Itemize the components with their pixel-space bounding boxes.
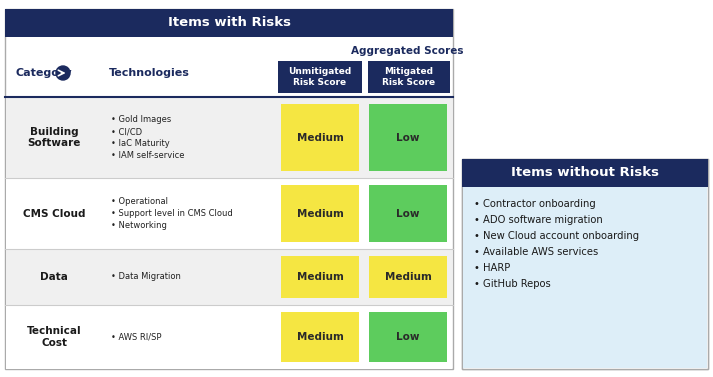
FancyBboxPatch shape (368, 61, 450, 93)
Text: CMS Cloud: CMS Cloud (23, 209, 86, 219)
Text: • Data Migration: • Data Migration (111, 273, 181, 281)
Text: Medium: Medium (297, 332, 344, 342)
FancyBboxPatch shape (281, 104, 359, 172)
Text: • Operational: • Operational (111, 197, 168, 206)
Text: • ADO software migration: • ADO software migration (474, 215, 602, 225)
FancyBboxPatch shape (281, 312, 359, 362)
FancyBboxPatch shape (281, 185, 359, 242)
Text: Data: Data (40, 272, 68, 282)
FancyBboxPatch shape (462, 159, 708, 187)
Text: • HARP: • HARP (474, 263, 511, 273)
Text: Category: Category (15, 68, 71, 78)
FancyBboxPatch shape (6, 249, 452, 305)
Text: • AWS RI/SP: • AWS RI/SP (111, 333, 162, 342)
Text: • Contractor onboarding: • Contractor onboarding (474, 199, 596, 209)
FancyBboxPatch shape (278, 61, 362, 93)
FancyBboxPatch shape (462, 159, 708, 369)
Text: • Support level in CMS Cloud: • Support level in CMS Cloud (111, 209, 232, 218)
Text: Mitigated
Risk Score: Mitigated Risk Score (382, 67, 436, 87)
FancyBboxPatch shape (369, 256, 447, 298)
FancyBboxPatch shape (6, 178, 452, 249)
Text: Low: Low (396, 332, 420, 342)
Text: • Networking: • Networking (111, 221, 167, 230)
Text: Technical
Cost: Technical Cost (26, 326, 81, 348)
Text: Medium: Medium (384, 272, 431, 282)
FancyBboxPatch shape (5, 9, 453, 369)
FancyBboxPatch shape (369, 312, 447, 362)
Text: • CI/CD: • CI/CD (111, 127, 142, 136)
Text: Medium: Medium (297, 133, 344, 143)
FancyBboxPatch shape (6, 97, 452, 178)
Text: • IaC Maturity: • IaC Maturity (111, 139, 170, 148)
FancyBboxPatch shape (6, 305, 452, 369)
Text: Unmitigated
Risk Score: Unmitigated Risk Score (288, 67, 352, 87)
Text: • Available AWS services: • Available AWS services (474, 247, 598, 257)
Text: • New Cloud account onboarding: • New Cloud account onboarding (474, 231, 639, 241)
Text: • IAM self-service: • IAM self-service (111, 151, 185, 160)
FancyBboxPatch shape (369, 185, 447, 242)
Circle shape (56, 66, 70, 80)
FancyBboxPatch shape (369, 104, 447, 172)
Text: Aggregated Scores: Aggregated Scores (351, 46, 463, 56)
Text: Low: Low (396, 209, 420, 219)
Text: Medium: Medium (297, 272, 344, 282)
Text: Items without Risks: Items without Risks (511, 167, 659, 179)
Text: • Gold Images: • Gold Images (111, 115, 171, 124)
FancyBboxPatch shape (5, 9, 453, 37)
Text: • GitHub Repos: • GitHub Repos (474, 279, 550, 289)
Text: Medium: Medium (297, 209, 344, 219)
Text: Items with Risks: Items with Risks (168, 17, 290, 29)
Text: Building
Software: Building Software (27, 127, 81, 149)
FancyBboxPatch shape (462, 159, 708, 369)
Text: Low: Low (396, 133, 420, 143)
FancyBboxPatch shape (463, 187, 707, 368)
FancyBboxPatch shape (281, 256, 359, 298)
Text: Technologies: Technologies (109, 68, 190, 78)
